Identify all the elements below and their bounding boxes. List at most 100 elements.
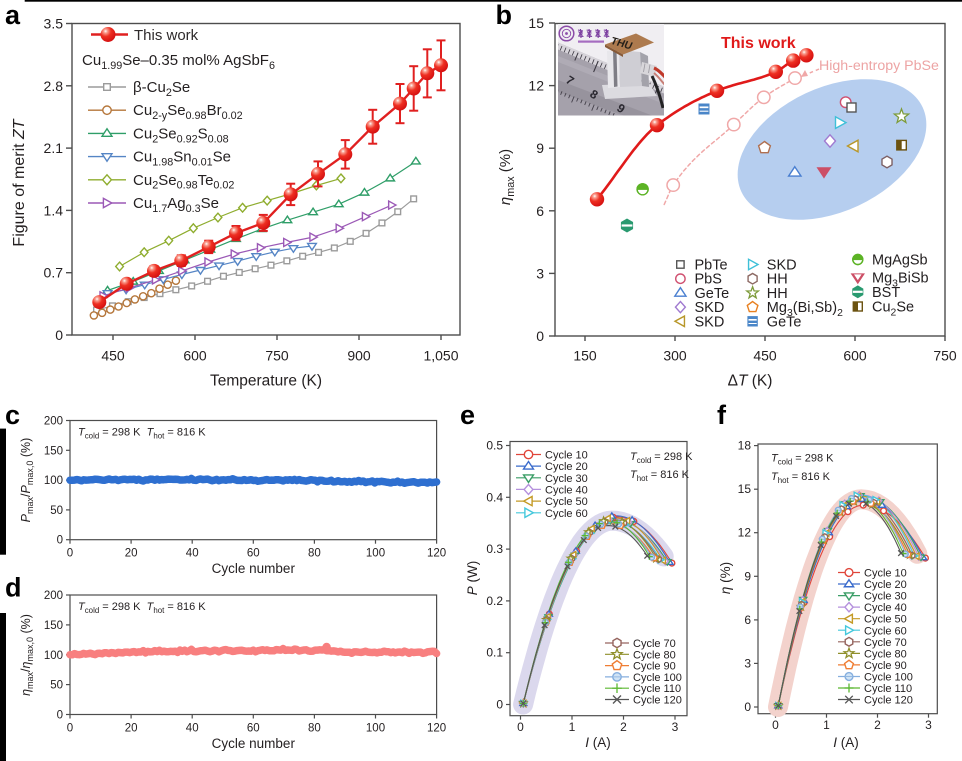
- svg-text:450: 450: [101, 348, 125, 364]
- svg-text:Cycle 60: Cycle 60: [864, 625, 907, 637]
- svg-text:MgAgSb: MgAgSb: [872, 253, 928, 269]
- svg-text:15: 15: [738, 482, 752, 496]
- svg-text:Cycle 40: Cycle 40: [545, 484, 588, 496]
- svg-text:9: 9: [536, 140, 544, 156]
- svg-text:120: 120: [427, 548, 446, 560]
- svg-text:100: 100: [44, 475, 63, 487]
- svg-text:12: 12: [738, 526, 752, 540]
- svg-text:Cu2Se0.92S0.08: Cu2Se0.92S0.08: [133, 125, 229, 145]
- svg-text:150: 150: [44, 445, 63, 457]
- svg-text:ΔT (K): ΔT (K): [728, 373, 773, 390]
- svg-text:2: 2: [874, 718, 881, 732]
- svg-text:40: 40: [186, 548, 199, 560]
- svg-text:Cycle 50: Cycle 50: [864, 614, 907, 626]
- svg-text:100: 100: [366, 723, 385, 735]
- svg-text:900: 900: [347, 348, 371, 364]
- svg-text:Tcold = 298 K Thot = 816 K: Tcold = 298 K Thot = 816 K: [78, 427, 206, 441]
- svg-text:This work: This work: [134, 27, 199, 44]
- svg-text:40: 40: [186, 723, 199, 735]
- svg-text:200: 200: [44, 416, 63, 428]
- svg-text:b: b: [496, 0, 513, 30]
- svg-text:ηmax/ηmax,0 (%): ηmax/ηmax,0 (%): [19, 614, 35, 696]
- svg-text:Cu1.99Se–0.35 mol% AgSbF6: Cu1.99Se–0.35 mol% AgSbF6: [82, 52, 275, 72]
- svg-text:600: 600: [183, 348, 207, 364]
- svg-text:Cycle 110: Cycle 110: [864, 683, 912, 695]
- svg-text:ηmax (%): ηmax (%): [497, 149, 517, 205]
- svg-text:0: 0: [772, 718, 779, 732]
- svg-text:9: 9: [744, 569, 751, 583]
- svg-text:0: 0: [517, 720, 524, 734]
- svg-text:120: 120: [427, 723, 446, 735]
- svg-text:Cycle 10: Cycle 10: [545, 450, 588, 462]
- svg-text:2.1: 2.1: [44, 140, 64, 156]
- svg-text:150: 150: [573, 348, 597, 364]
- svg-text:15: 15: [528, 15, 544, 31]
- svg-text:50: 50: [50, 505, 63, 517]
- svg-text:Cu2-ySe0.98Br0.02: Cu2-ySe0.98Br0.02: [133, 102, 243, 122]
- svg-text:1.4: 1.4: [44, 202, 64, 218]
- svg-text:2: 2: [620, 720, 627, 734]
- svg-text:200: 200: [44, 590, 63, 602]
- svg-text:BST: BST: [872, 285, 900, 301]
- svg-text:600: 600: [843, 348, 867, 364]
- svg-text:Figure of merit ZT: Figure of merit ZT: [11, 118, 28, 246]
- svg-text:80: 80: [308, 723, 321, 735]
- svg-text:750: 750: [265, 348, 289, 364]
- svg-text:I (A): I (A): [585, 735, 611, 750]
- svg-text:20: 20: [125, 548, 138, 560]
- svg-text:1: 1: [569, 720, 576, 734]
- svg-text:100: 100: [366, 548, 385, 560]
- svg-text:Cu1.98Sn0.01Se: Cu1.98Sn0.01Se: [133, 149, 231, 169]
- svg-text:0.7: 0.7: [44, 265, 64, 281]
- svg-text:0: 0: [57, 710, 63, 722]
- svg-text:c: c: [5, 400, 20, 430]
- svg-text:Cycle 30: Cycle 30: [545, 473, 588, 485]
- svg-text:0.1: 0.1: [486, 646, 503, 660]
- svg-text:80: 80: [308, 548, 321, 560]
- svg-text:0.3: 0.3: [486, 542, 503, 556]
- svg-text:Cycle 120: Cycle 120: [864, 695, 913, 707]
- svg-text:6: 6: [744, 613, 751, 627]
- svg-text:THU: THU: [609, 35, 635, 52]
- svg-text:Thot = 816 K: Thot = 816 K: [771, 471, 831, 485]
- svg-text:f: f: [717, 400, 727, 430]
- svg-text:High-entropy PbSe: High-entropy PbSe: [819, 58, 939, 74]
- svg-text:150: 150: [44, 620, 63, 632]
- svg-text:0.5: 0.5: [486, 439, 503, 453]
- svg-text:HH: HH: [767, 286, 788, 302]
- svg-text:GeTe: GeTe: [767, 314, 802, 330]
- svg-text:Cycle number: Cycle number: [212, 561, 296, 576]
- svg-text:300: 300: [663, 348, 687, 364]
- svg-text:Cycle 20: Cycle 20: [864, 579, 907, 591]
- svg-text:0: 0: [536, 328, 544, 344]
- svg-text:Cycle 100: Cycle 100: [864, 671, 913, 683]
- svg-text:3: 3: [536, 265, 544, 281]
- svg-text:SKD: SKD: [767, 258, 797, 274]
- svg-text:Cycle 60: Cycle 60: [545, 508, 588, 520]
- svg-text:PbTe: PbTe: [695, 258, 728, 274]
- svg-text:750: 750: [933, 348, 957, 364]
- svg-text:0: 0: [67, 548, 73, 560]
- svg-text:Tcold = 298 K Thot = 816 K: Tcold = 298 K Thot = 816 K: [78, 601, 206, 615]
- svg-text:3.5: 3.5: [44, 16, 64, 32]
- svg-text:Cycle 90: Cycle 90: [864, 660, 907, 672]
- svg-text:0.2: 0.2: [486, 594, 503, 608]
- svg-text:3: 3: [672, 720, 679, 734]
- svg-text:Temperature (K): Temperature (K): [210, 373, 322, 390]
- svg-text:a: a: [5, 0, 21, 30]
- svg-text:Cycle 80: Cycle 80: [633, 649, 676, 661]
- svg-text:Cycle 90: Cycle 90: [633, 661, 676, 673]
- svg-text:Thot = 816 K: Thot = 816 K: [630, 469, 690, 483]
- svg-text:e: e: [460, 400, 475, 430]
- svg-text:SKD: SKD: [695, 314, 725, 330]
- svg-text:12: 12: [528, 78, 544, 94]
- svg-text:60: 60: [247, 723, 260, 735]
- svg-text:50: 50: [50, 680, 63, 692]
- svg-text:0: 0: [496, 698, 503, 712]
- svg-text:This work: This work: [721, 35, 796, 52]
- svg-text:P (W): P (W): [465, 561, 480, 596]
- svg-text:1: 1: [823, 718, 830, 732]
- svg-text:Mg3BiSb: Mg3BiSb: [872, 271, 929, 290]
- svg-text:6: 6: [536, 203, 544, 219]
- svg-text:Cu2Se: Cu2Se: [872, 300, 914, 319]
